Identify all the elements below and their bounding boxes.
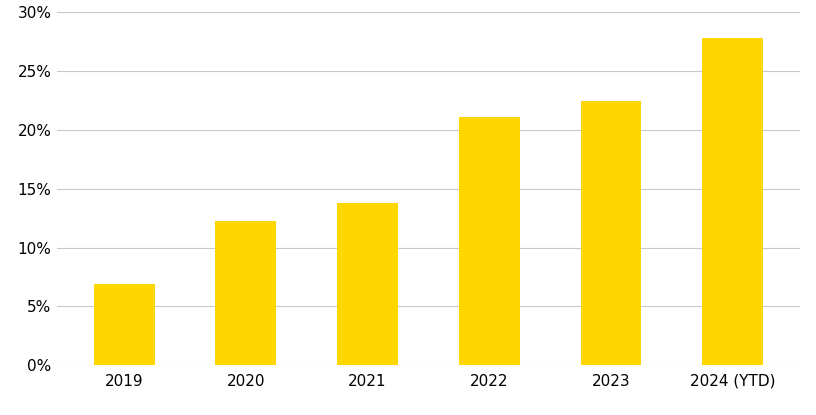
Bar xyxy=(703,38,763,365)
Bar xyxy=(337,203,398,365)
Bar xyxy=(580,100,641,365)
Bar xyxy=(94,284,154,365)
Bar xyxy=(459,117,520,365)
Bar xyxy=(215,221,277,365)
